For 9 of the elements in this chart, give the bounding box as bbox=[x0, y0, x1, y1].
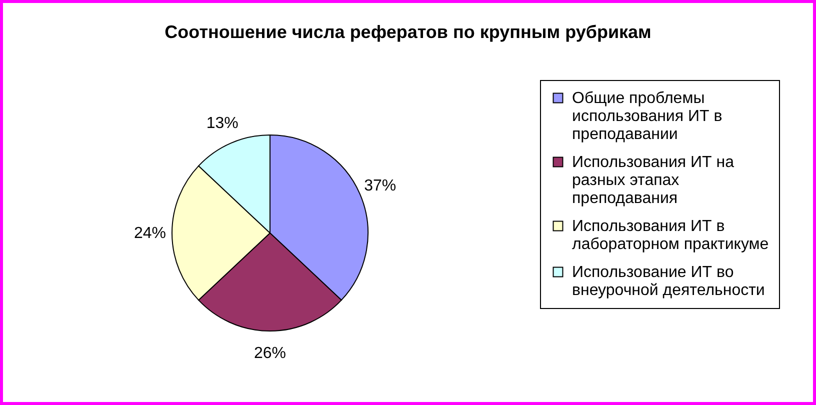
data-label: 26% bbox=[254, 345, 286, 362]
legend-label: Общие проблемы использования ИТ в преподавании bbox=[572, 90, 722, 143]
data-label: 13% bbox=[206, 114, 238, 132]
legend-label: Использование ИТ во внеурочной деятельности bbox=[572, 264, 765, 299]
chart-title: Соотношение числа рефератов по крупным рубрикам bbox=[164, 22, 652, 42]
legend-label: Использования ИТ на разных этапах преподавания bbox=[572, 154, 734, 207]
data-label: 37% bbox=[364, 177, 396, 194]
legend-label: Использования ИТ в лабораторном практикуме bbox=[572, 218, 769, 253]
data-label: 24% bbox=[134, 225, 166, 242]
